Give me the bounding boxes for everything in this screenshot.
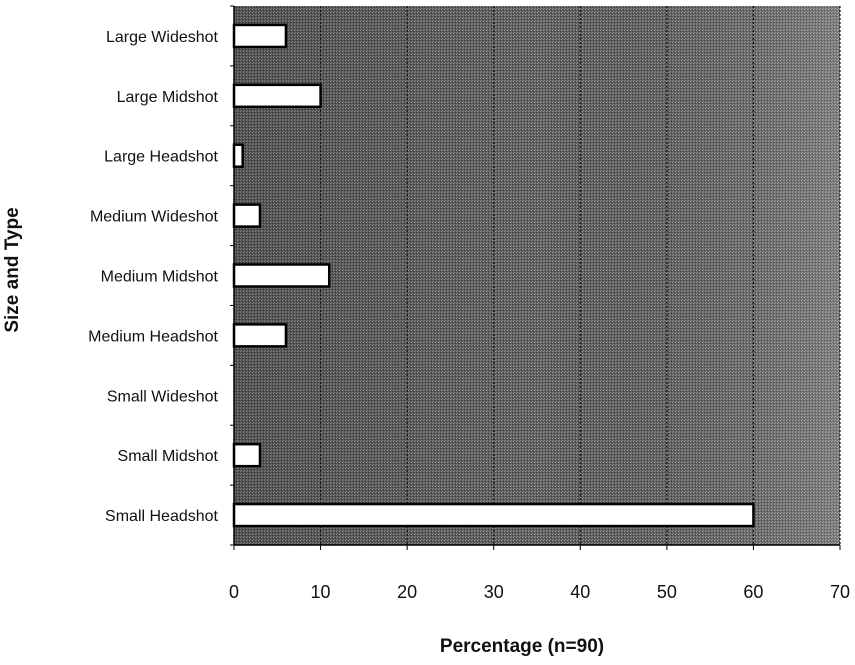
x-tick-label-20: 20 [397, 582, 417, 602]
x-tick-label-60: 60 [743, 582, 763, 602]
x-tick-label-30: 30 [484, 582, 504, 602]
category-label-medium-midshot: Medium Midshot [101, 269, 219, 286]
bar-small-midshot [232, 442, 262, 468]
bars [232, 23, 755, 528]
category-label-small-wideshot: Small Wideshot [107, 388, 219, 405]
bar-large-wideshot [232, 23, 288, 49]
bar-large-headshot [232, 143, 244, 168]
bar-medium-wideshot [232, 203, 262, 228]
category-label-small-midshot: Small Midshot [118, 448, 219, 465]
bar-small-headshot [232, 502, 755, 528]
bar-large-midshot [232, 83, 322, 109]
category-label-large-wideshot: Large Wideshot [106, 29, 219, 46]
bar-medium-midshot [232, 263, 331, 288]
category-label-medium-wideshot: Medium Wideshot [90, 209, 219, 226]
x-tick-label-0: 0 [229, 582, 239, 602]
category-labels: Large Wideshot Large Midshot Large Headsho… [88, 29, 218, 525]
x-axis-title: Percentage (n=90) [440, 636, 604, 657]
bar-medium-headshot [232, 323, 288, 348]
x-tick-label-50: 50 [657, 582, 677, 602]
x-tick-label-10: 10 [311, 582, 331, 602]
y-axis-title: Size and Type [2, 207, 23, 332]
x-tick-label-70: 70 [830, 582, 850, 602]
plot-area [234, 6, 840, 545]
x-tick-label-40: 40 [570, 582, 590, 602]
category-label-large-midshot: Large Midshot [117, 89, 219, 106]
plot-shading [234, 6, 840, 545]
category-label-medium-headshot: Medium Headshot [88, 328, 218, 345]
x-tick-labels: 0 10 20 30 40 50 60 70 [229, 582, 850, 602]
category-label-small-headshot: Small Headshot [105, 508, 219, 525]
category-label-large-headshot: Large Headshot [104, 149, 218, 166]
